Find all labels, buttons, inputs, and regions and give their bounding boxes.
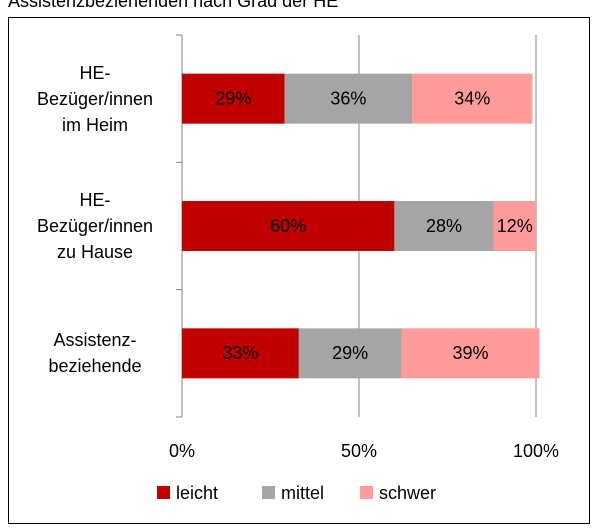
legend-swatch xyxy=(262,486,275,499)
chart-border xyxy=(8,17,590,524)
data-label: 29% xyxy=(215,88,251,108)
data-label: 12% xyxy=(497,216,533,236)
bar-segment xyxy=(401,328,540,379)
bar-segment xyxy=(182,328,299,379)
bar-segment xyxy=(493,201,536,251)
data-label: 36% xyxy=(330,88,366,108)
data-label: 33% xyxy=(222,343,258,363)
y-tick-label: HE- Bezüger/innen zu Hause xyxy=(36,190,154,262)
bar-segment xyxy=(298,328,402,379)
x-tick-label: 0% xyxy=(169,441,195,461)
chart-title: Assistenzbeziehenden nach Grad der HE xyxy=(8,0,338,11)
bar-segment xyxy=(412,73,533,124)
data-label: 60% xyxy=(270,216,306,236)
legend-label: mittel xyxy=(281,483,324,503)
y-tick-label: HE- Bezüger/innen im Heim xyxy=(36,62,154,135)
x-tick-label: 100% xyxy=(513,441,559,461)
data-label: 28% xyxy=(426,216,462,236)
legend-swatch xyxy=(157,486,170,499)
legend-label: schwer xyxy=(379,483,436,503)
data-label: 29% xyxy=(332,343,368,363)
legend-swatch xyxy=(360,486,373,499)
x-tick-label: 50% xyxy=(341,441,377,461)
data-label: 39% xyxy=(452,343,488,363)
bar-segment xyxy=(182,73,285,124)
bar-segment xyxy=(182,201,395,251)
bar-segment xyxy=(284,73,413,124)
data-label: 34% xyxy=(454,88,490,108)
legend-label: leicht xyxy=(176,483,218,503)
bar-segment xyxy=(394,201,494,251)
y-tick-label: Assistenz- beziehende xyxy=(48,330,142,377)
